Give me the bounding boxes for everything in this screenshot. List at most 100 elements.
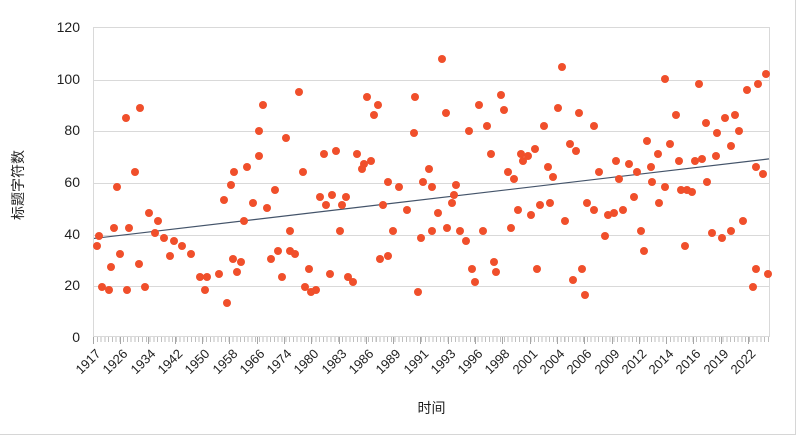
x-major-tick [638, 337, 640, 344]
data-point [698, 154, 707, 163]
data-point [731, 111, 740, 120]
x-major-tick [147, 337, 149, 344]
data-point [389, 226, 398, 235]
data-point [277, 272, 286, 281]
data-point [285, 226, 294, 235]
data-point [424, 165, 433, 174]
data-point [378, 201, 387, 210]
data-point [475, 101, 484, 109]
data-point [116, 249, 125, 258]
data-point [94, 231, 103, 240]
data-point [758, 170, 767, 179]
data-point [727, 142, 736, 151]
data-point [708, 229, 717, 238]
data-point [312, 285, 321, 294]
data-point [104, 285, 113, 294]
x-major-tick [420, 337, 422, 344]
data-point [688, 188, 697, 197]
data-point [229, 255, 238, 263]
data-point [291, 249, 300, 258]
x-major-tick [720, 337, 722, 344]
data-point [110, 224, 119, 233]
data-point [558, 62, 567, 71]
data-point [619, 206, 628, 215]
data-point [263, 203, 272, 212]
data-point [507, 224, 516, 233]
y-tick-label: 0 [72, 329, 80, 345]
data-point [455, 226, 464, 235]
data-point [553, 103, 562, 112]
data-point [633, 167, 642, 176]
x-major-tick [93, 337, 94, 344]
data-point [543, 162, 552, 171]
x-major-tick [202, 337, 204, 344]
x-major-tick [502, 337, 504, 344]
data-point [186, 249, 195, 258]
data-point [281, 134, 290, 143]
data-point [546, 198, 555, 207]
data-point [410, 93, 419, 102]
data-point [357, 165, 366, 174]
data-point [764, 270, 773, 279]
data-point [200, 285, 209, 294]
data-point [581, 290, 590, 299]
data-point [468, 265, 476, 274]
data-point [418, 178, 427, 186]
data-point [748, 283, 757, 292]
data-point [344, 272, 353, 281]
y-tick-label: 120 [56, 19, 80, 35]
data-point [443, 224, 452, 233]
data-point [625, 160, 634, 169]
data-point [121, 113, 130, 122]
data-point [214, 270, 223, 279]
data-point [690, 157, 699, 166]
data-point [478, 226, 487, 235]
data-point [743, 85, 752, 94]
data-point [471, 278, 480, 287]
data-point [491, 267, 500, 276]
data-point [438, 54, 447, 63]
data-point [255, 152, 264, 161]
data-point [610, 208, 619, 217]
y-tick-label: 20 [64, 277, 80, 294]
data-point [721, 113, 730, 122]
data-point [666, 139, 675, 148]
data-point [106, 262, 115, 271]
data-point [447, 198, 456, 207]
data-point [600, 231, 609, 240]
data-point [144, 208, 153, 217]
data-point [326, 270, 335, 279]
data-point [428, 226, 437, 235]
data-point [98, 283, 107, 292]
data-point [490, 257, 499, 266]
data-point [590, 121, 599, 130]
data-point [286, 247, 295, 256]
data-point [524, 152, 533, 161]
data-point [578, 265, 587, 274]
data-point [527, 211, 536, 220]
data-point [565, 139, 574, 148]
x-major-tick [747, 337, 749, 344]
data-point [561, 216, 570, 225]
data-point [328, 190, 337, 199]
data-point [266, 255, 275, 263]
data-point [416, 234, 425, 243]
data-point [753, 80, 762, 89]
x-major-tick [693, 337, 695, 344]
x-major-tick [284, 337, 286, 344]
data-point [222, 298, 231, 307]
data-point [611, 157, 620, 166]
plot-area [93, 27, 773, 337]
data-point [630, 193, 638, 202]
data-point [134, 260, 143, 269]
data-point [255, 126, 264, 135]
trendline-segment [93, 158, 770, 240]
gridline [94, 286, 769, 288]
y-tick-label: 60 [64, 174, 80, 190]
data-point [533, 265, 542, 274]
data-point [409, 129, 418, 138]
data-point [414, 288, 422, 297]
data-point [536, 201, 545, 210]
x-major-tick [447, 337, 449, 344]
